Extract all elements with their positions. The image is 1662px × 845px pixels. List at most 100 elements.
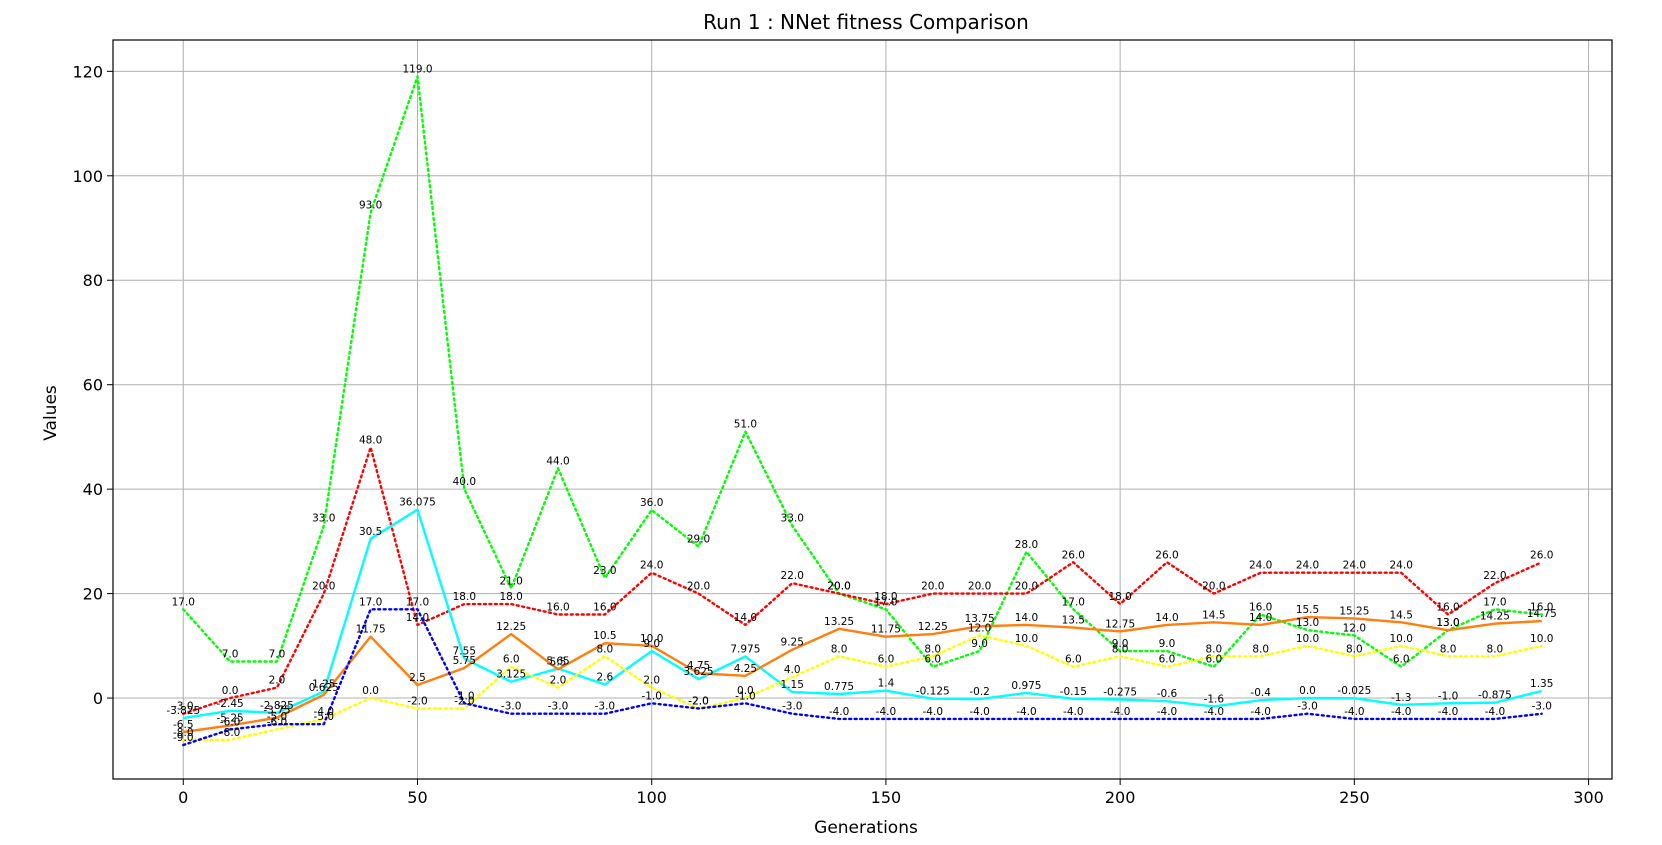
data-label: 20.0 xyxy=(827,581,850,593)
y-tick-label: 0 xyxy=(93,689,103,708)
data-label: -0.2 xyxy=(969,686,990,698)
data-label: -4.0 xyxy=(923,706,944,718)
data-label: -1.6 xyxy=(1204,693,1225,705)
data-label: 10.0 xyxy=(1296,633,1319,645)
data-label: 17.0 xyxy=(1483,596,1506,608)
data-label: -0.025 xyxy=(1337,685,1371,697)
data-label: 13.0 xyxy=(1436,617,1459,629)
data-label: 28.0 xyxy=(1015,539,1038,551)
data-label: 13.5 xyxy=(1062,615,1085,627)
axis-ticks: 0 50 100 150 200 250 300 0 20 40 60 80 100 120 xyxy=(72,62,1603,807)
data-label: 29.0 xyxy=(687,534,710,546)
data-label: 12.0 xyxy=(1343,622,1366,634)
data-label: 44.0 xyxy=(546,455,569,467)
data-label: 3.125 xyxy=(496,669,526,681)
x-tick-label: 100 xyxy=(636,788,667,807)
data-label: 14.0 xyxy=(406,612,429,624)
data-label: -3.0 xyxy=(548,701,569,713)
series-line-2 xyxy=(183,508,1543,720)
data-label: -3.0 xyxy=(595,701,616,713)
y-axis-label: Values xyxy=(41,385,61,441)
data-label: 2.0 xyxy=(550,675,567,687)
data-label: 33.0 xyxy=(781,513,804,525)
data-label: 20.0 xyxy=(687,581,710,593)
data-label: 17.0 xyxy=(359,596,382,608)
data-label: 8.0 xyxy=(831,643,848,655)
data-label: 8.0 xyxy=(1346,643,1363,655)
data-label: 13.0 xyxy=(1296,617,1319,629)
data-label: 6.0 xyxy=(878,654,895,666)
data-label: -1.0 xyxy=(1438,690,1459,702)
series-line-3 xyxy=(183,615,1542,734)
data-label: -4.0 xyxy=(1204,706,1225,718)
data-label: 36.075 xyxy=(399,497,436,509)
data-label: 18.0 xyxy=(499,591,522,603)
data-label: 20.0 xyxy=(827,581,850,593)
x-tick-label: 0 xyxy=(178,788,188,807)
data-label: -2.45 xyxy=(217,698,244,710)
data-label: 6.0 xyxy=(1205,654,1222,666)
data-label: 9.0 xyxy=(1159,638,1176,650)
data-label: 24.0 xyxy=(1343,560,1366,572)
series-lines xyxy=(182,75,1543,747)
data-label: 11.75 xyxy=(356,624,386,636)
data-label: -4.0 xyxy=(1063,706,1084,718)
data-label: 8.0 xyxy=(597,643,614,655)
data-label: 9.25 xyxy=(781,637,804,649)
data-label: 0.775 xyxy=(824,681,854,693)
data-label: 12.75 xyxy=(1105,618,1135,630)
data-label: 8.0 xyxy=(1440,643,1457,655)
data-label: -1.0 xyxy=(454,690,475,702)
data-label: -4.0 xyxy=(969,706,990,718)
x-tick-label: 150 xyxy=(871,788,902,807)
chart-title: Run 1 : NNet fitness Comparison xyxy=(703,10,1029,34)
data-label: -6.0 xyxy=(267,716,288,728)
data-label: -9.0 xyxy=(173,732,194,744)
data-label: 10.5 xyxy=(593,630,616,642)
data-label: 2.0 xyxy=(269,675,286,687)
data-label: 6.0 xyxy=(1393,654,1410,666)
y-tick-label: 40 xyxy=(83,480,103,499)
data-label: 6.0 xyxy=(1065,654,1082,666)
data-label: 9.0 xyxy=(971,638,988,650)
data-label: -0.875 xyxy=(1478,690,1512,702)
data-label: 14.0 xyxy=(1249,612,1272,624)
data-label: 24.0 xyxy=(640,560,663,572)
data-label: 5.5 xyxy=(550,656,567,668)
data-label: -4.0 xyxy=(829,706,850,718)
data-label: 17.0 xyxy=(1062,596,1085,608)
data-label: -6.0 xyxy=(220,716,241,728)
data-label: 18.0 xyxy=(453,591,476,603)
data-label: 10.0 xyxy=(1390,633,1413,645)
data-label: -3.0 xyxy=(501,701,522,713)
data-label: 17.0 xyxy=(172,596,195,608)
data-label: 20.0 xyxy=(312,581,335,593)
data-label: 4.0 xyxy=(784,664,801,676)
data-label: 15.5 xyxy=(1296,604,1319,616)
data-label: 4.75 xyxy=(687,660,710,672)
y-tick-label: 80 xyxy=(83,271,103,290)
data-label: 26.0 xyxy=(1155,549,1178,561)
data-label: 18.0 xyxy=(1108,591,1131,603)
data-labels: 17.0 7.0 7.0 33.0 93.0 119.0 40.0 21.0 44.0 23.0 3… xyxy=(166,64,1556,744)
data-label: 7.0 xyxy=(222,648,239,660)
data-label: 2.5 xyxy=(409,672,426,684)
data-label: 14.0 xyxy=(1015,612,1038,624)
data-label: 5.75 xyxy=(453,655,476,667)
data-label: -0.4 xyxy=(1250,687,1271,699)
data-label: -3.0 xyxy=(1297,701,1318,713)
x-tick-label: 250 xyxy=(1339,788,1370,807)
data-label: 16.0 xyxy=(1436,601,1459,613)
data-label: 16.0 xyxy=(593,601,616,613)
data-label: -0.275 xyxy=(1103,686,1137,698)
data-label: 8.0 xyxy=(1205,643,1222,655)
data-label: 20.0 xyxy=(921,581,944,593)
x-tick-label: 50 xyxy=(407,788,427,807)
data-label: -4.0 xyxy=(1157,706,1178,718)
data-label: 17.0 xyxy=(406,596,429,608)
data-label: -2.0 xyxy=(407,695,428,707)
data-label: -0.15 xyxy=(1060,686,1087,698)
data-label: -1.3 xyxy=(1391,692,1412,704)
data-label: -1.0 xyxy=(735,690,756,702)
data-label: 6.0 xyxy=(503,654,520,666)
